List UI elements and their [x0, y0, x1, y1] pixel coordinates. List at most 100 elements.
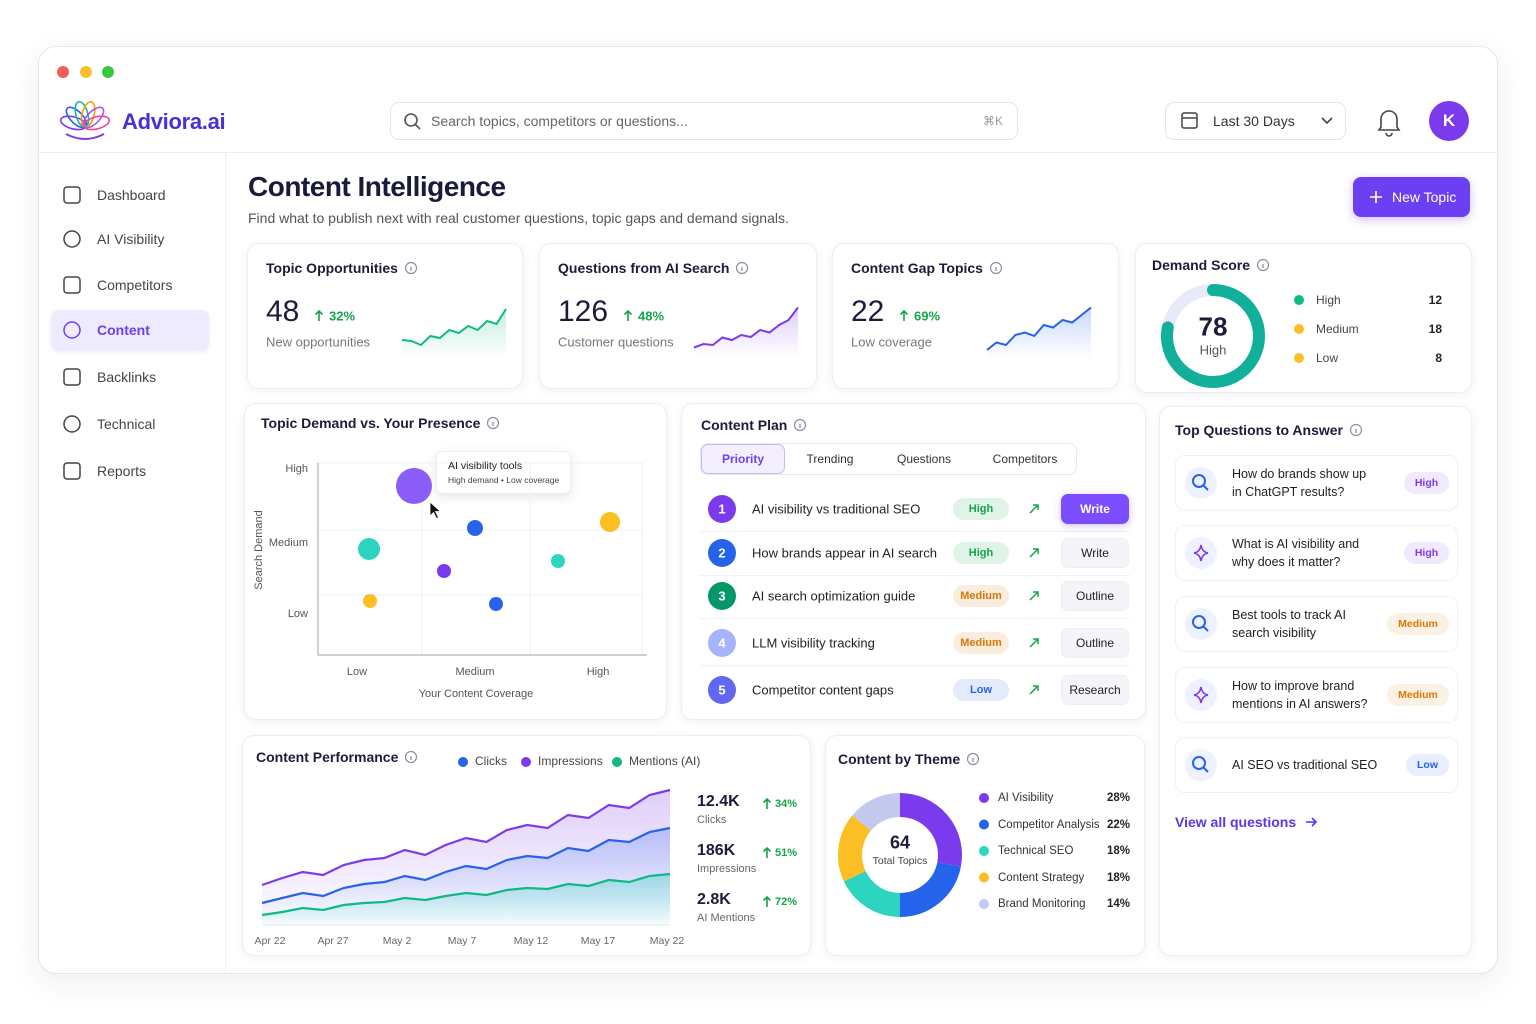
trend-arrow	[1029, 504, 1039, 514]
date-range[interactable]: Last 30 Days	[1213, 113, 1295, 129]
question-item[interactable]	[1175, 667, 1458, 723]
y-axis-label: Search Demand	[253, 510, 265, 590]
question-item[interactable]	[1175, 596, 1458, 652]
search-icon	[1202, 625, 1209, 632]
question[interactable]: What is AI visibility and	[1232, 537, 1360, 551]
nav-item[interactable]: Backlinks	[97, 369, 157, 385]
x-tick-label: May 17	[580, 935, 616, 947]
card-title: Content by Theme	[838, 751, 961, 767]
action[interactable]: Outline	[1075, 636, 1115, 650]
legend-dot	[458, 757, 468, 767]
question-item[interactable]	[1175, 737, 1458, 793]
kpi-value: 48	[266, 295, 300, 328]
question[interactable]: in ChatGPT results?	[1232, 485, 1345, 499]
nav-item[interactable]: AI Visibility	[97, 231, 165, 247]
card-title: Topic Demand vs. Your Presence	[261, 415, 481, 431]
rank: 2	[718, 545, 726, 561]
action-button[interactable]	[1061, 628, 1129, 658]
question-icon-bg	[1185, 467, 1217, 499]
tab[interactable]: Trending	[806, 452, 854, 466]
nav-item[interactable]: Competitors	[97, 277, 173, 293]
search-icon	[414, 123, 421, 130]
action-button[interactable]	[1061, 675, 1129, 705]
nav-icon	[63, 230, 81, 248]
legend-dot	[979, 793, 989, 803]
x-axis-label: Your Content Coverage	[418, 688, 534, 700]
question-icon-bg	[1185, 608, 1217, 640]
question[interactable]: AI SEO vs traditional SEO	[1232, 758, 1378, 772]
action[interactable]: Outline	[1075, 589, 1115, 603]
nav-icon	[63, 415, 81, 433]
kpi-change: 69%	[914, 308, 941, 324]
card	[1135, 243, 1472, 393]
up-arrow	[623, 309, 633, 321]
question[interactable]: Best tools to track AI	[1232, 608, 1346, 622]
question[interactable]: why does it matter?	[1232, 555, 1341, 569]
tooltip-text: High demand • Low coverage	[448, 475, 560, 485]
breakdown-value: 8	[1435, 351, 1442, 365]
topic-point	[551, 554, 565, 568]
question-item[interactable]	[1175, 455, 1458, 511]
sparkline-area	[402, 309, 506, 358]
search-icon	[404, 113, 418, 127]
view-all-link[interactable]: View all questions	[1175, 814, 1297, 830]
question[interactable]: search visibility	[1232, 626, 1317, 640]
topic: How brands appear in AI search	[752, 545, 937, 561]
theme-value: 18%	[1106, 871, 1130, 884]
action[interactable]: Write	[1080, 502, 1110, 516]
topic-point	[600, 512, 620, 532]
action-button[interactable]	[1061, 494, 1129, 524]
tab-active[interactable]	[701, 444, 785, 474]
x-tick-label: May 22	[649, 935, 685, 947]
question[interactable]: mentions in AI answers?	[1232, 697, 1368, 711]
legend-dot	[979, 899, 989, 909]
new-topic-label[interactable]: New Topic	[1392, 189, 1457, 205]
question-icon-bg	[1185, 749, 1217, 781]
search-box[interactable]	[390, 102, 1018, 140]
question-item[interactable]	[1175, 525, 1458, 581]
rank: 5	[718, 682, 726, 698]
tab[interactable]: Questions	[896, 452, 952, 466]
theme-name: Technical SEO	[998, 845, 1074, 857]
page-subtitle: Find what to publish next with real cust…	[248, 210, 789, 226]
rank-badge	[708, 629, 736, 657]
x-tick-label: Apr 22	[254, 935, 286, 947]
score-value: 78	[1198, 311, 1228, 342]
x-tick-label: Apr 27	[317, 935, 349, 947]
legend-dot	[521, 757, 531, 767]
window-dot	[57, 66, 69, 78]
question[interactable]: How do brands show up	[1232, 467, 1367, 481]
avatar-initial[interactable]: K	[1442, 111, 1456, 130]
info-icon	[966, 752, 980, 766]
y-tick-label: High	[285, 463, 308, 475]
topic-point	[396, 468, 432, 504]
nav-item[interactable]: Reports	[97, 463, 147, 479]
action-button[interactable]	[1061, 538, 1129, 568]
date-picker[interactable]	[1165, 102, 1346, 140]
action[interactable]: Research	[1069, 683, 1121, 697]
legend-dot	[979, 846, 989, 856]
x-tick-label: May 2	[382, 935, 412, 947]
action[interactable]: Write	[1081, 546, 1109, 560]
nav-item[interactable]: Dashboard	[97, 187, 166, 203]
nav-item[interactable]: Technical	[97, 416, 156, 432]
page-title: Content Intelligence	[248, 171, 506, 202]
theme-name: Competitor Analysis	[998, 818, 1100, 831]
breakdown-name: High	[1316, 293, 1341, 307]
sparkline	[401, 308, 507, 347]
breakdown-value: 12	[1428, 293, 1442, 307]
donut-segment	[899, 861, 961, 917]
nav-item[interactable]: Content	[97, 322, 150, 338]
question[interactable]: How to improve brand	[1232, 679, 1355, 693]
cursor	[429, 501, 442, 520]
brand: Adviora.ai	[122, 109, 226, 134]
card-title: Top Questions to Answer	[1175, 422, 1344, 438]
tab[interactable]: Competitors	[992, 452, 1058, 466]
tab[interactable]: Priority	[721, 452, 765, 466]
legend-dot	[612, 757, 622, 767]
card-title: Topic Opportunities	[266, 260, 398, 276]
search-icon	[1192, 756, 1206, 770]
donut-segment	[838, 815, 872, 882]
action-button[interactable]	[1061, 581, 1129, 611]
